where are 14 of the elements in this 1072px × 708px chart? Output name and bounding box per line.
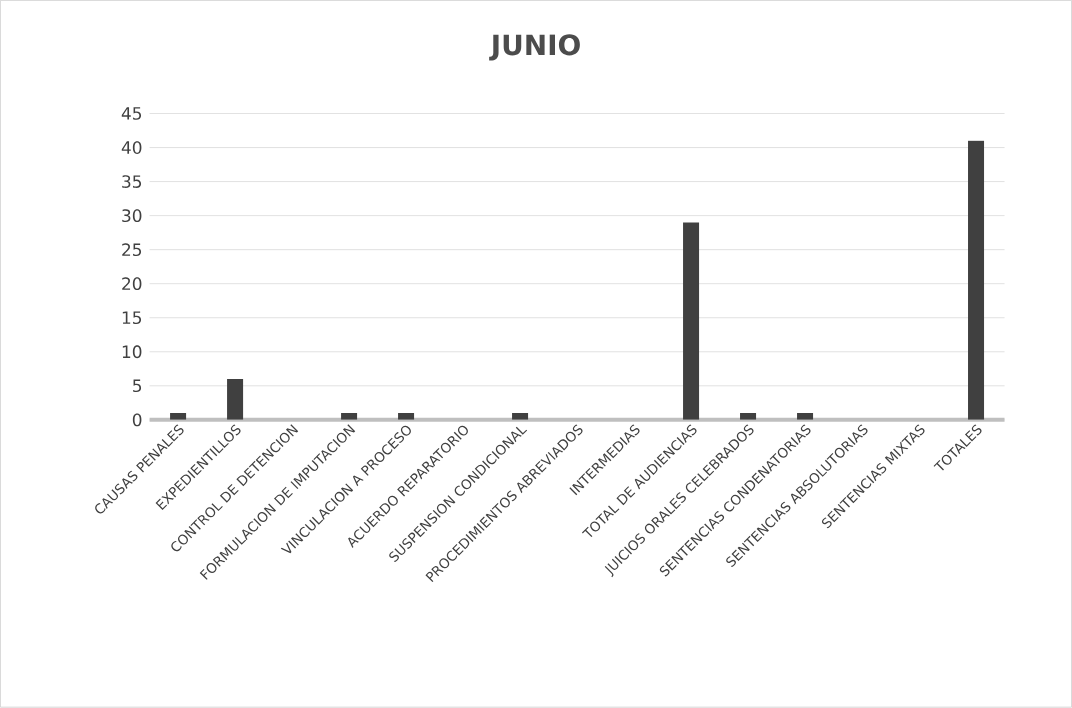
y-tick-label: 40	[121, 141, 142, 155]
y-tick-label: 15	[122, 311, 142, 325]
bar	[968, 140, 985, 421]
y-tick-label: 35	[122, 175, 142, 189]
y-tick-label: 0	[132, 413, 142, 427]
y-tick-label: 25	[122, 243, 142, 257]
y-tick-label: 20	[122, 277, 142, 291]
bar	[683, 222, 700, 421]
bar	[227, 379, 244, 421]
y-tick-label: 30	[122, 209, 142, 223]
y-tick-label: 10	[122, 345, 142, 359]
y-tick-label: 5	[133, 379, 142, 393]
chart-title: JUNIO	[489, 34, 580, 61]
y-tick-label: 45	[121, 107, 142, 121]
